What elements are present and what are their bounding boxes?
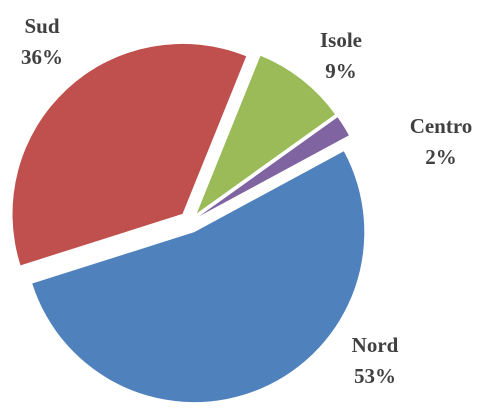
slice-category-label: Centro bbox=[410, 114, 473, 138]
pie-slice bbox=[12, 43, 247, 266]
slice-category-label: Isole bbox=[320, 28, 362, 52]
pie-slice bbox=[196, 55, 336, 214]
pie-slice bbox=[199, 117, 349, 217]
pie-slice bbox=[32, 151, 365, 403]
slice-value-label: 36% bbox=[21, 45, 63, 69]
slice-category-label: Sud bbox=[24, 14, 59, 38]
slice-value-label: 2% bbox=[425, 145, 457, 169]
slice-value-label: 53% bbox=[354, 364, 396, 388]
slice-value-label: 9% bbox=[325, 59, 357, 83]
slice-category-label: Nord bbox=[352, 333, 399, 357]
